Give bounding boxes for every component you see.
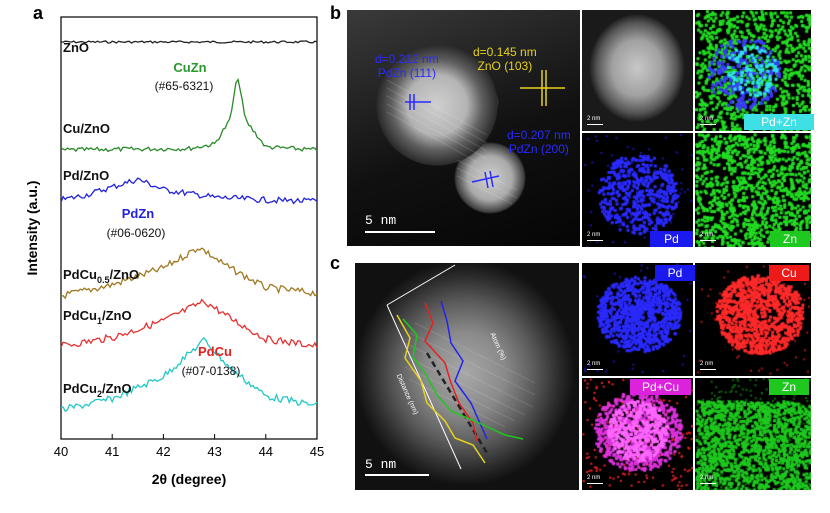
linescan-pd	[441, 301, 487, 439]
map-label-zn: Zn	[770, 231, 810, 247]
annotation-pdzn-200: d=0.207 nm PdZn (200)	[507, 128, 571, 156]
map-scale-label: 2 nm	[587, 232, 600, 238]
series-line	[61, 41, 317, 43]
map-scale-bar	[700, 240, 716, 241]
scale-bar-label: 5 nm	[365, 213, 396, 228]
atom-axis	[387, 265, 455, 305]
map-label-pd-c: Pd	[655, 265, 695, 281]
map-scale-bar	[700, 369, 716, 370]
map-scale-bar	[700, 483, 716, 484]
scale-bar	[365, 231, 435, 233]
linescan-zn	[403, 319, 523, 439]
reference-phase-label: CuZn	[173, 60, 206, 75]
sample-label: ZnO	[63, 40, 89, 55]
x-axis-ticks: 40 41 42 43 44 45	[54, 434, 324, 459]
x-tick-label: 43	[207, 444, 221, 459]
panel-label-c: c	[330, 253, 340, 274]
sample-label: PdCu0.5/ZnO	[63, 267, 139, 285]
scale-bar	[365, 474, 429, 476]
x-tick-label: 40	[54, 444, 68, 459]
map-scale-label: 2 nm	[700, 361, 713, 367]
annotation-zno-103: d=0.145 nm ZnO (103)	[473, 45, 537, 73]
map-scale-bar	[587, 240, 603, 241]
distance-axis	[387, 305, 461, 469]
series-line	[61, 248, 317, 298]
x-tick-label: 41	[105, 444, 119, 459]
map-scale-bar	[587, 124, 603, 125]
annotation-plane: ZnO (103)	[473, 59, 537, 73]
annotation-d-value: d=0.212 nm	[375, 52, 439, 66]
annotation-plane: PdZn (200)	[507, 142, 571, 156]
x-axis-label: 2θ (degree)	[152, 471, 226, 487]
reference-pdf-label: (#06-0620)	[107, 226, 166, 240]
annotation-plane: PdZn (111)	[375, 66, 439, 80]
map-scale-label: 2 nm	[700, 116, 713, 122]
y-axis-label: Intensity (a.u.)	[24, 181, 40, 276]
eds-map-zn: 2 nm	[695, 133, 811, 247]
sample-label: Pd/ZnO	[63, 168, 109, 183]
eds-dot-layer	[582, 133, 693, 247]
haadf-linescan-image-c: Distance (nm) Atom (%) 5 nm	[355, 263, 579, 490]
linescan-cu	[425, 303, 477, 441]
map-label-pd-zn: Pd+Zn	[744, 114, 814, 130]
eds-map-pd-zn: 2 nm	[695, 10, 811, 131]
map-scale-label: 2 nm	[587, 475, 600, 481]
eds-dot-layer	[695, 133, 811, 247]
panel-label-b: b	[330, 3, 341, 24]
map-scale-label: 2 nm	[587, 116, 600, 122]
map-label-pd-cu: Pd+Cu	[630, 379, 691, 395]
x-tick-label: 42	[156, 444, 170, 459]
map-scale-label: 2 nm	[700, 475, 713, 481]
reference-labels: CuZn (#65-6321) PdZn (#06-0620) PdCu (#07-013…	[107, 60, 241, 378]
map-scale-bar	[587, 483, 603, 484]
xrd-chart: 40 41 42 43 44 45 ZnO Cu/ZnO Pd/ZnO PdCu0.5/ZnO P…	[0, 0, 330, 513]
map-label-cu: Cu	[769, 265, 809, 281]
reference-phase-label: PdCu	[198, 344, 232, 359]
reference-pdf-label: (#07-0138)	[182, 364, 241, 378]
map-label-zn-c: Zn	[769, 379, 809, 395]
map-label-pd: Pd	[650, 231, 693, 247]
reference-pdf-label: (#65-6321)	[155, 79, 214, 93]
sample-label: PdCu1/ZnO	[63, 308, 132, 326]
haadf-map-b: 2 nm	[582, 10, 693, 131]
eds-map-pd: 2 nm	[582, 133, 693, 247]
map-scale-bar	[700, 124, 716, 125]
hrtem-image-b: d=0.212 nm PdZn (111) d=0.145 nm ZnO (10…	[347, 10, 580, 246]
eds-dot-layer	[695, 10, 811, 131]
annotation-d-value: d=0.207 nm	[507, 128, 571, 142]
chart-series	[61, 41, 317, 411]
x-tick-label: 44	[259, 444, 273, 459]
map-scale-label: 2 nm	[587, 361, 600, 367]
x-tick-label: 45	[310, 444, 324, 459]
map-scale-label: 2 nm	[700, 232, 713, 238]
sample-label: Cu/ZnO	[63, 121, 110, 136]
annotation-pdzn-111: d=0.212 nm PdZn (111)	[375, 52, 439, 80]
scale-bar-label: 5 nm	[365, 457, 396, 472]
reference-phase-label: PdZn	[122, 206, 155, 221]
map-scale-bar	[587, 369, 603, 370]
annotation-d-value: d=0.145 nm	[473, 45, 537, 59]
